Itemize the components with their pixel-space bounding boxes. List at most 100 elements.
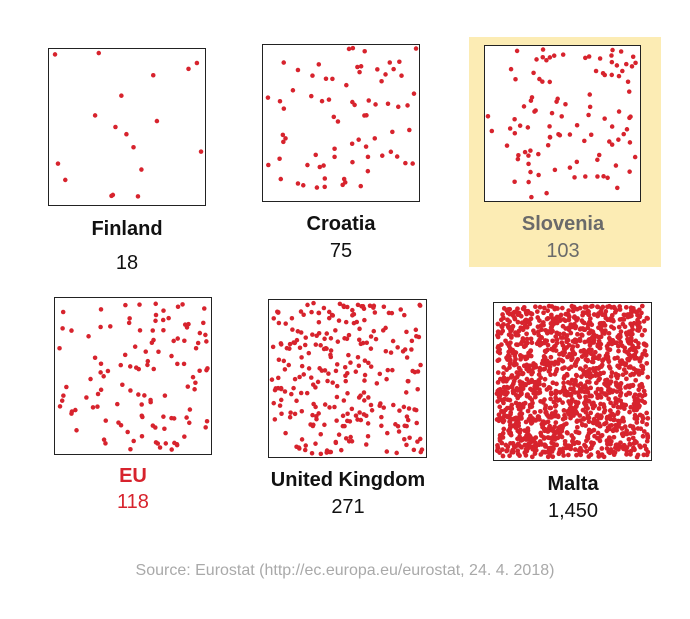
malta-dot (636, 341, 641, 346)
croatia-dot-panel (262, 44, 420, 202)
malta-dot (631, 320, 637, 326)
malta-dot (553, 334, 559, 339)
united-kingdom-dot (356, 363, 362, 369)
united-kingdom-dot (366, 360, 371, 366)
malta-dot (548, 415, 554, 420)
malta-dot (642, 342, 648, 348)
malta-dot (561, 408, 567, 413)
malta-dot (501, 400, 506, 406)
eu-dot (181, 361, 187, 367)
united-kingdom-dot (344, 336, 350, 342)
malta-dot (537, 387, 542, 392)
croatia-dot (365, 154, 371, 160)
united-kingdom-dot (343, 319, 349, 325)
malta-dot (591, 340, 597, 345)
malta-dot (530, 416, 536, 421)
malta-dot (607, 387, 613, 393)
slovenia-dot (507, 126, 513, 131)
slovenia-dot-panel (484, 45, 641, 202)
malta-dot (635, 400, 641, 406)
eu-dot (131, 438, 136, 444)
malta-dot (572, 337, 578, 343)
eu-dot (153, 312, 159, 318)
malta-dot (513, 425, 519, 430)
slovenia-dot (528, 169, 533, 175)
eu-dot (185, 384, 191, 389)
malta-dot (597, 423, 603, 429)
malta-dot (548, 390, 554, 396)
malta-dot (602, 408, 608, 413)
malta-dot (604, 446, 610, 451)
malta-dot (538, 408, 543, 414)
united-kingdom-dot (334, 383, 340, 389)
united-kingdom-dot (289, 391, 294, 397)
slovenia-dot (586, 112, 591, 118)
malta-dot (577, 326, 583, 332)
united-kingdom-dot (318, 451, 324, 457)
united-kingdom-dot (321, 305, 327, 311)
united-kingdom-dot (398, 307, 403, 312)
malta-dot (645, 433, 651, 439)
malta-dot (640, 364, 646, 370)
malta-dot (514, 388, 520, 393)
united-kingdom-dot (418, 362, 423, 368)
malta-dot (566, 443, 572, 449)
malta-dot (570, 344, 576, 350)
malta-dot (595, 304, 600, 310)
malta-dot (598, 413, 604, 418)
malta-dot (630, 347, 636, 353)
united-kingdom-dot (362, 372, 368, 378)
malta-dot (533, 447, 539, 453)
malta-dot (607, 365, 613, 371)
croatia-dot (305, 162, 310, 168)
malta-dot (495, 399, 501, 404)
slovenia-dot (547, 55, 553, 60)
malta-dot (555, 361, 561, 366)
eu-dot (108, 324, 113, 329)
malta-dot (627, 384, 632, 390)
eu-dot (127, 364, 133, 369)
finland-dot (63, 177, 68, 183)
malta-dot (548, 396, 553, 402)
united-kingdom-dot (282, 389, 288, 394)
united-kingdom-dot (368, 334, 374, 339)
malta-dot (525, 353, 531, 359)
eu-dot (171, 338, 176, 344)
croatia-dot (387, 60, 393, 65)
malta-dot (516, 372, 522, 377)
malta-dot (596, 338, 602, 344)
malta-dot (507, 326, 513, 331)
malta-dot (572, 447, 578, 452)
malta-dot (587, 393, 592, 399)
eu-dot (187, 420, 192, 426)
malta-dot (520, 327, 526, 333)
malta-dot (518, 367, 523, 373)
malta-dot (517, 430, 523, 436)
malta-dot (624, 452, 629, 457)
eu-dot (190, 374, 196, 380)
eu-dot (203, 425, 208, 430)
united-kingdom-dot (270, 344, 276, 350)
united-kingdom-dot (363, 442, 369, 447)
united-kingdom-dot (384, 376, 389, 382)
malta-dot (642, 327, 648, 333)
malta-dot (585, 405, 590, 411)
united-kingdom-dot (341, 304, 347, 310)
malta-dot (574, 452, 579, 458)
malta-dot (630, 426, 636, 431)
slovenia-dot (534, 57, 539, 62)
croatia-dot (319, 98, 325, 104)
eu-dot (182, 338, 187, 344)
malta-dot (518, 341, 524, 347)
malta-dot (633, 367, 639, 373)
croatia-dot (332, 146, 337, 152)
croatia-dot (301, 183, 306, 188)
united-kingdom-dot (278, 397, 284, 403)
malta-dot (618, 440, 623, 446)
malta-dot (545, 342, 551, 348)
croatia-dot (380, 153, 385, 158)
slovenia-dot (513, 77, 518, 82)
malta-country-label: Malta (547, 473, 599, 495)
croatia-dot (331, 114, 337, 120)
slovenia-dot (605, 175, 610, 181)
